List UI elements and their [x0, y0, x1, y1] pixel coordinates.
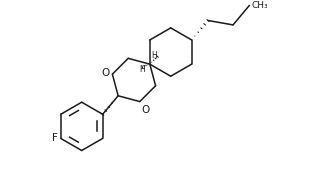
Text: H: H — [139, 65, 145, 74]
Text: F: F — [52, 133, 58, 143]
Text: O: O — [141, 105, 149, 115]
Text: O: O — [101, 68, 109, 78]
Text: H: H — [151, 51, 157, 59]
Text: CH₃: CH₃ — [252, 1, 269, 10]
